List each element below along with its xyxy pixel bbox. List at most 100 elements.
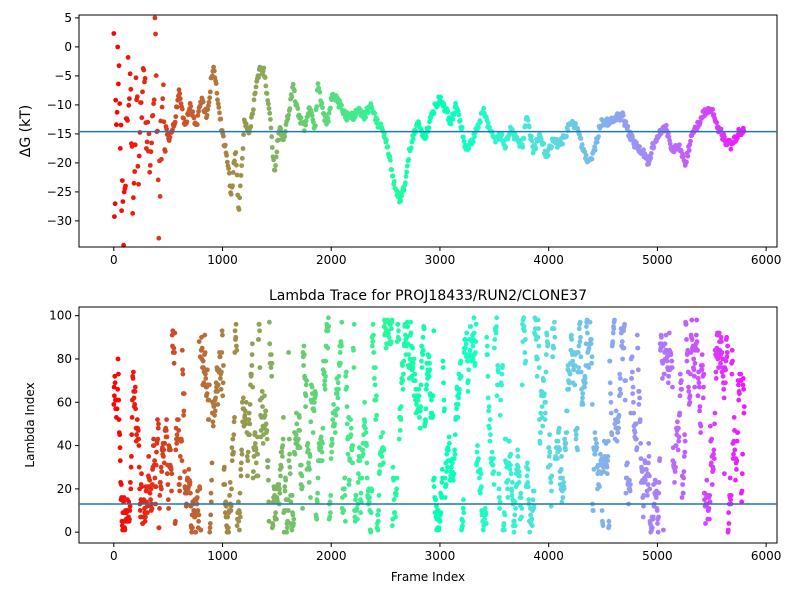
- lambda-point: [509, 493, 515, 498]
- delta-g-point: [684, 159, 689, 165]
- delta-g-point: [125, 55, 131, 60]
- delta-g-point: [139, 115, 145, 121]
- lambda-point: [116, 417, 122, 422]
- lambda-point: [222, 510, 228, 516]
- lambda-point: [286, 350, 291, 355]
- delta-g-point: [157, 194, 163, 199]
- delta-g-point: [251, 97, 257, 103]
- x-tick-label: 4000: [533, 253, 564, 267]
- lambda-point: [680, 490, 686, 496]
- lambda-point: [682, 438, 688, 444]
- lambda-point: [465, 378, 471, 383]
- lambda-point: [676, 434, 682, 440]
- delta-g-point: [222, 142, 228, 148]
- lambda-point: [646, 460, 651, 466]
- lambda-point: [470, 343, 476, 349]
- delta-g-point: [243, 121, 249, 127]
- lambda-point: [458, 373, 464, 379]
- lambda-point: [716, 365, 721, 370]
- lambda-point: [525, 480, 531, 485]
- lambda-point: [126, 499, 132, 505]
- lambda-point: [677, 410, 683, 416]
- delta-g-point: [137, 130, 143, 135]
- lambda-point: [164, 434, 170, 440]
- lambda-point: [427, 360, 432, 366]
- lambda-point: [327, 514, 333, 520]
- lambda-point: [153, 484, 159, 490]
- lambda-point: [672, 480, 677, 485]
- delta-g-chart: 0 1000 2000 3000 4000 5000 6000 5 0 −5 −10 −15 −20 −…: [18, 11, 781, 267]
- lambda-point: [220, 380, 226, 386]
- lambda-point: [166, 506, 172, 511]
- lambda-point: [198, 527, 204, 533]
- lambda-point: [219, 369, 224, 375]
- delta-g-point: [153, 73, 159, 78]
- lambda-point: [698, 430, 703, 435]
- lambda-point: [723, 380, 728, 386]
- lambda-point: [636, 389, 642, 394]
- delta-g-point: [459, 124, 465, 130]
- lambda-point: [284, 525, 290, 531]
- lambda-point: [406, 352, 411, 357]
- lambda-point: [719, 339, 724, 344]
- lambda-point: [229, 486, 234, 492]
- lambda-point: [238, 473, 244, 479]
- lambda-point: [584, 324, 589, 329]
- lambda-point: [177, 482, 182, 487]
- delta-g-point: [177, 91, 183, 97]
- lambda-point: [479, 484, 484, 490]
- lambda-point: [470, 356, 476, 362]
- lambda-point: [521, 315, 527, 321]
- lambda-point: [519, 506, 525, 511]
- lambda-point: [391, 497, 397, 503]
- lambda-point: [487, 417, 493, 422]
- lambda-point: [418, 404, 424, 409]
- lambda-point: [229, 445, 235, 451]
- lambda-point: [381, 460, 386, 466]
- lambda-point: [710, 467, 716, 472]
- lambda-point: [373, 397, 379, 403]
- lambda-point: [536, 326, 541, 332]
- lambda-point: [398, 404, 404, 409]
- lambda-point: [127, 508, 133, 513]
- lambda-point: [344, 404, 350, 409]
- delta-g-point: [295, 106, 301, 111]
- lambda-point: [592, 451, 598, 457]
- lambda-point: [282, 484, 288, 490]
- lambda-point: [621, 328, 626, 334]
- lambda-point: [673, 464, 678, 470]
- lambda-point: [486, 408, 491, 414]
- lambda-point: [697, 408, 702, 414]
- lambda-point: [323, 358, 329, 364]
- lambda-point: [305, 447, 311, 453]
- lambda-point: [303, 382, 309, 388]
- delta-g-point: [132, 142, 138, 148]
- y-tick-label: −10: [47, 98, 72, 112]
- lambda-point: [181, 408, 187, 414]
- lambda-point: [194, 495, 200, 500]
- lambda-point: [416, 393, 422, 399]
- lambda-point: [555, 456, 560, 461]
- lambda-point: [450, 460, 455, 466]
- lambda-point: [148, 497, 154, 503]
- delta-g-point: [451, 110, 457, 116]
- lambda-point: [279, 449, 285, 455]
- delta-g-point: [112, 201, 118, 207]
- lambda-point: [116, 397, 122, 403]
- lambda-point: [159, 469, 165, 474]
- lambda-point: [473, 350, 478, 355]
- lambda-point: [165, 497, 171, 503]
- lambda-point: [588, 341, 594, 347]
- lambda-point: [456, 395, 461, 401]
- delta-g-point: [144, 139, 150, 145]
- y-tick-label: 60: [57, 395, 72, 409]
- delta-g-point: [311, 119, 316, 125]
- lambda-point: [121, 499, 126, 505]
- lambda-point: [645, 482, 651, 487]
- delta-g-point: [503, 144, 509, 150]
- lambda-point: [293, 432, 299, 438]
- lambda-point: [289, 493, 295, 498]
- lambda-point: [351, 347, 356, 353]
- lambda-point: [620, 356, 625, 362]
- lambda-point: [254, 434, 260, 440]
